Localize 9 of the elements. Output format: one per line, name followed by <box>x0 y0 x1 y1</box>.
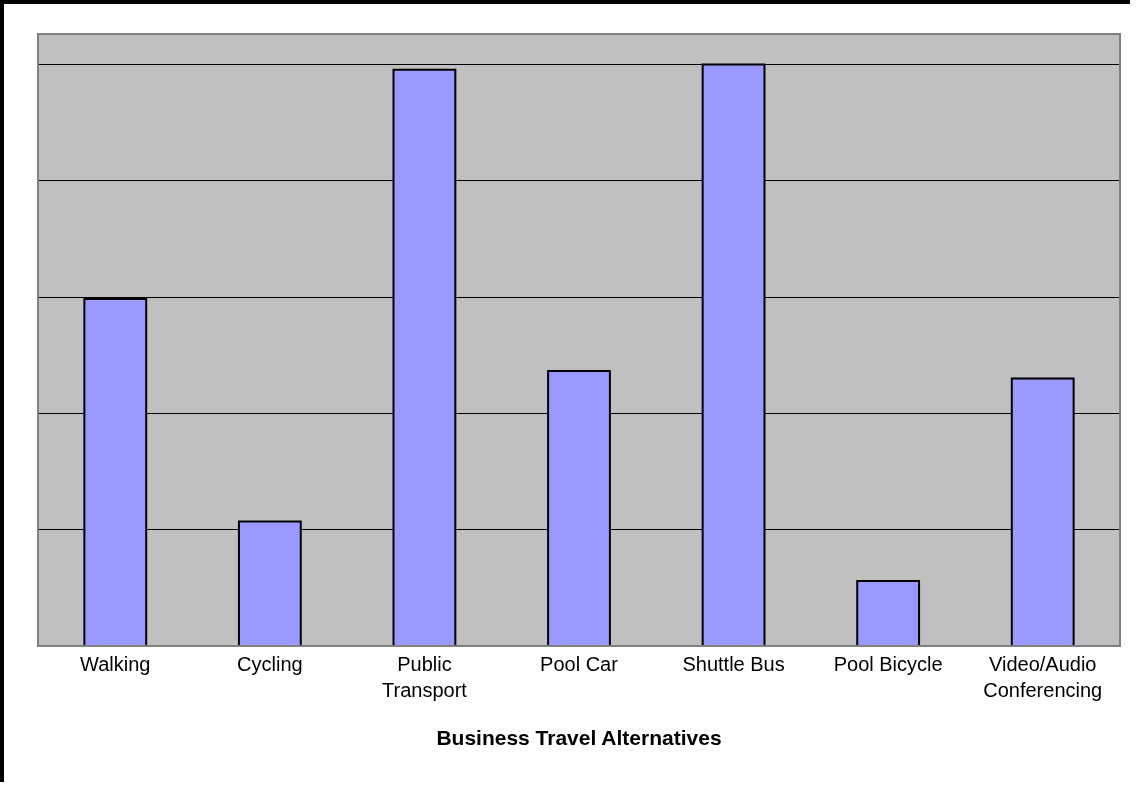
x-tick-label: Shuttle Bus <box>682 653 785 675</box>
x-tick-label: Pool Car <box>540 653 619 675</box>
x-tick-label: Cycling <box>237 653 303 675</box>
x-tick-label: Walking <box>80 653 151 675</box>
x-axis-title: Business Travel Alternatives <box>436 726 722 750</box>
x-tick-label: Video/Audio Conferencing <box>983 653 1103 701</box>
bar <box>856 579 921 646</box>
x-tick-label: Pool Bicycle <box>833 653 943 675</box>
x-tick-label: Public Transport <box>382 653 468 701</box>
